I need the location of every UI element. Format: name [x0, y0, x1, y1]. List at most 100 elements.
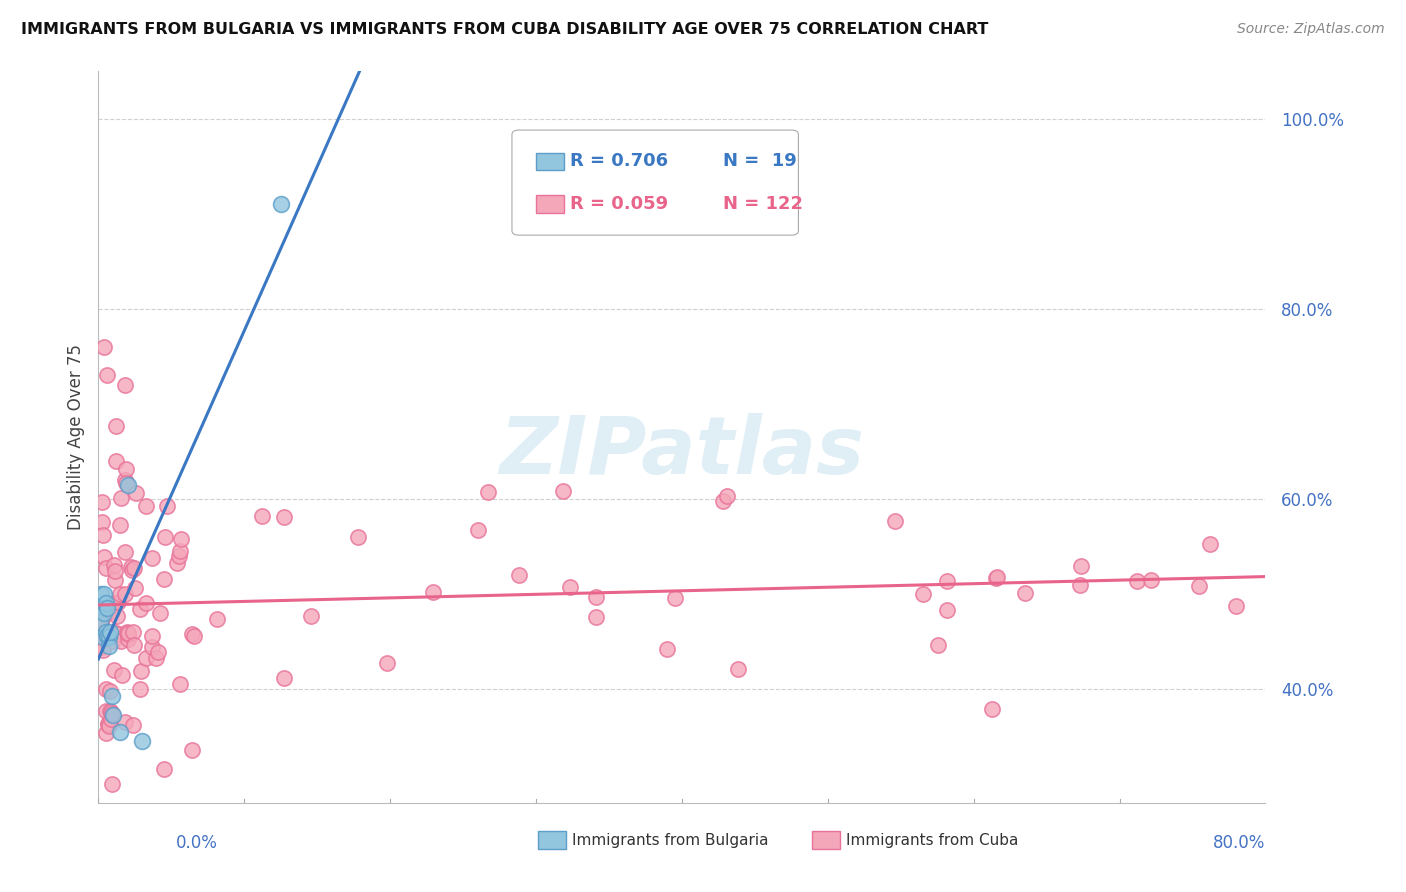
Point: [477, 484, 499, 499]
Point: [114, 377, 136, 392]
Point: [141, 640, 163, 655]
Point: [103, 634, 125, 648]
Point: [551, 484, 574, 499]
Point: [114, 461, 136, 475]
Point: [97, 717, 120, 731]
Point: [94, 624, 117, 639]
Point: [117, 632, 139, 646]
Point: [90, 587, 112, 601]
Point: [91, 643, 114, 657]
Point: [884, 514, 907, 528]
Point: [114, 545, 136, 559]
Text: R = 0.059: R = 0.059: [569, 194, 668, 213]
Point: [94, 596, 117, 610]
Point: [104, 454, 127, 468]
Point: [121, 625, 143, 640]
Point: [110, 491, 132, 506]
Point: [105, 419, 128, 434]
Point: [98, 704, 121, 718]
Point: [375, 656, 398, 670]
Point: [89, 615, 111, 630]
Point: [103, 558, 125, 572]
Point: [347, 530, 370, 544]
Point: [91, 495, 114, 509]
Point: [121, 563, 143, 577]
Point: [115, 475, 138, 490]
Point: [98, 719, 121, 733]
Point: [124, 581, 146, 595]
Point: [93, 549, 115, 564]
Y-axis label: Disability Age Over 75: Disability Age Over 75: [66, 344, 84, 530]
Point: [105, 608, 128, 623]
Point: [122, 638, 145, 652]
Text: Immigrants from Bulgaria: Immigrants from Bulgaria: [571, 833, 768, 847]
Point: [986, 569, 1008, 583]
Point: [156, 500, 179, 514]
Point: [96, 368, 118, 383]
Point: [100, 690, 122, 704]
Point: [508, 567, 530, 582]
Point: [97, 639, 120, 653]
Point: [114, 586, 136, 600]
Point: [90, 615, 112, 630]
Point: [169, 544, 191, 558]
Point: [98, 624, 121, 639]
Point: [110, 724, 132, 739]
Point: [1225, 599, 1247, 613]
Point: [252, 508, 274, 523]
Point: [135, 596, 157, 610]
Point: [183, 629, 205, 643]
Point: [422, 585, 444, 599]
Point: [935, 602, 957, 616]
Point: [135, 651, 157, 665]
Point: [110, 633, 132, 648]
Point: [91, 515, 114, 529]
Point: [727, 663, 749, 677]
Point: [149, 606, 172, 620]
Point: [1070, 559, 1092, 574]
Point: [299, 608, 322, 623]
Point: [122, 718, 145, 732]
Text: ZIPatlas: ZIPatlas: [499, 413, 865, 491]
Point: [585, 591, 607, 605]
Point: [100, 706, 122, 721]
Point: [711, 494, 734, 508]
Point: [104, 564, 127, 578]
Point: [107, 595, 129, 609]
Point: [93, 606, 115, 620]
Point: [91, 601, 114, 615]
Point: [1125, 574, 1147, 589]
Point: [585, 610, 607, 624]
Point: [205, 612, 228, 626]
Point: [91, 630, 114, 644]
Point: [96, 601, 118, 615]
Point: [131, 734, 153, 748]
Point: [101, 708, 124, 723]
Point: [114, 714, 136, 729]
Point: [467, 524, 489, 538]
Point: [131, 665, 153, 679]
Point: [96, 704, 118, 718]
Point: [170, 533, 193, 547]
Point: [270, 197, 292, 211]
Point: [558, 580, 581, 594]
Point: [935, 574, 957, 589]
Point: [148, 645, 170, 659]
Text: 0.0%: 0.0%: [176, 834, 218, 852]
Point: [153, 530, 176, 544]
Point: [96, 725, 118, 739]
Text: 80.0%: 80.0%: [1213, 834, 1265, 852]
Point: [167, 549, 190, 563]
Point: [107, 627, 129, 641]
Point: [664, 591, 686, 606]
Point: [141, 550, 163, 565]
Point: [104, 573, 127, 587]
Text: N = 122: N = 122: [723, 194, 803, 213]
Point: [120, 559, 142, 574]
Point: [135, 500, 157, 514]
Point: [98, 684, 121, 698]
Point: [166, 556, 188, 570]
Point: [117, 627, 139, 641]
Point: [97, 717, 120, 731]
Point: [1069, 577, 1091, 591]
